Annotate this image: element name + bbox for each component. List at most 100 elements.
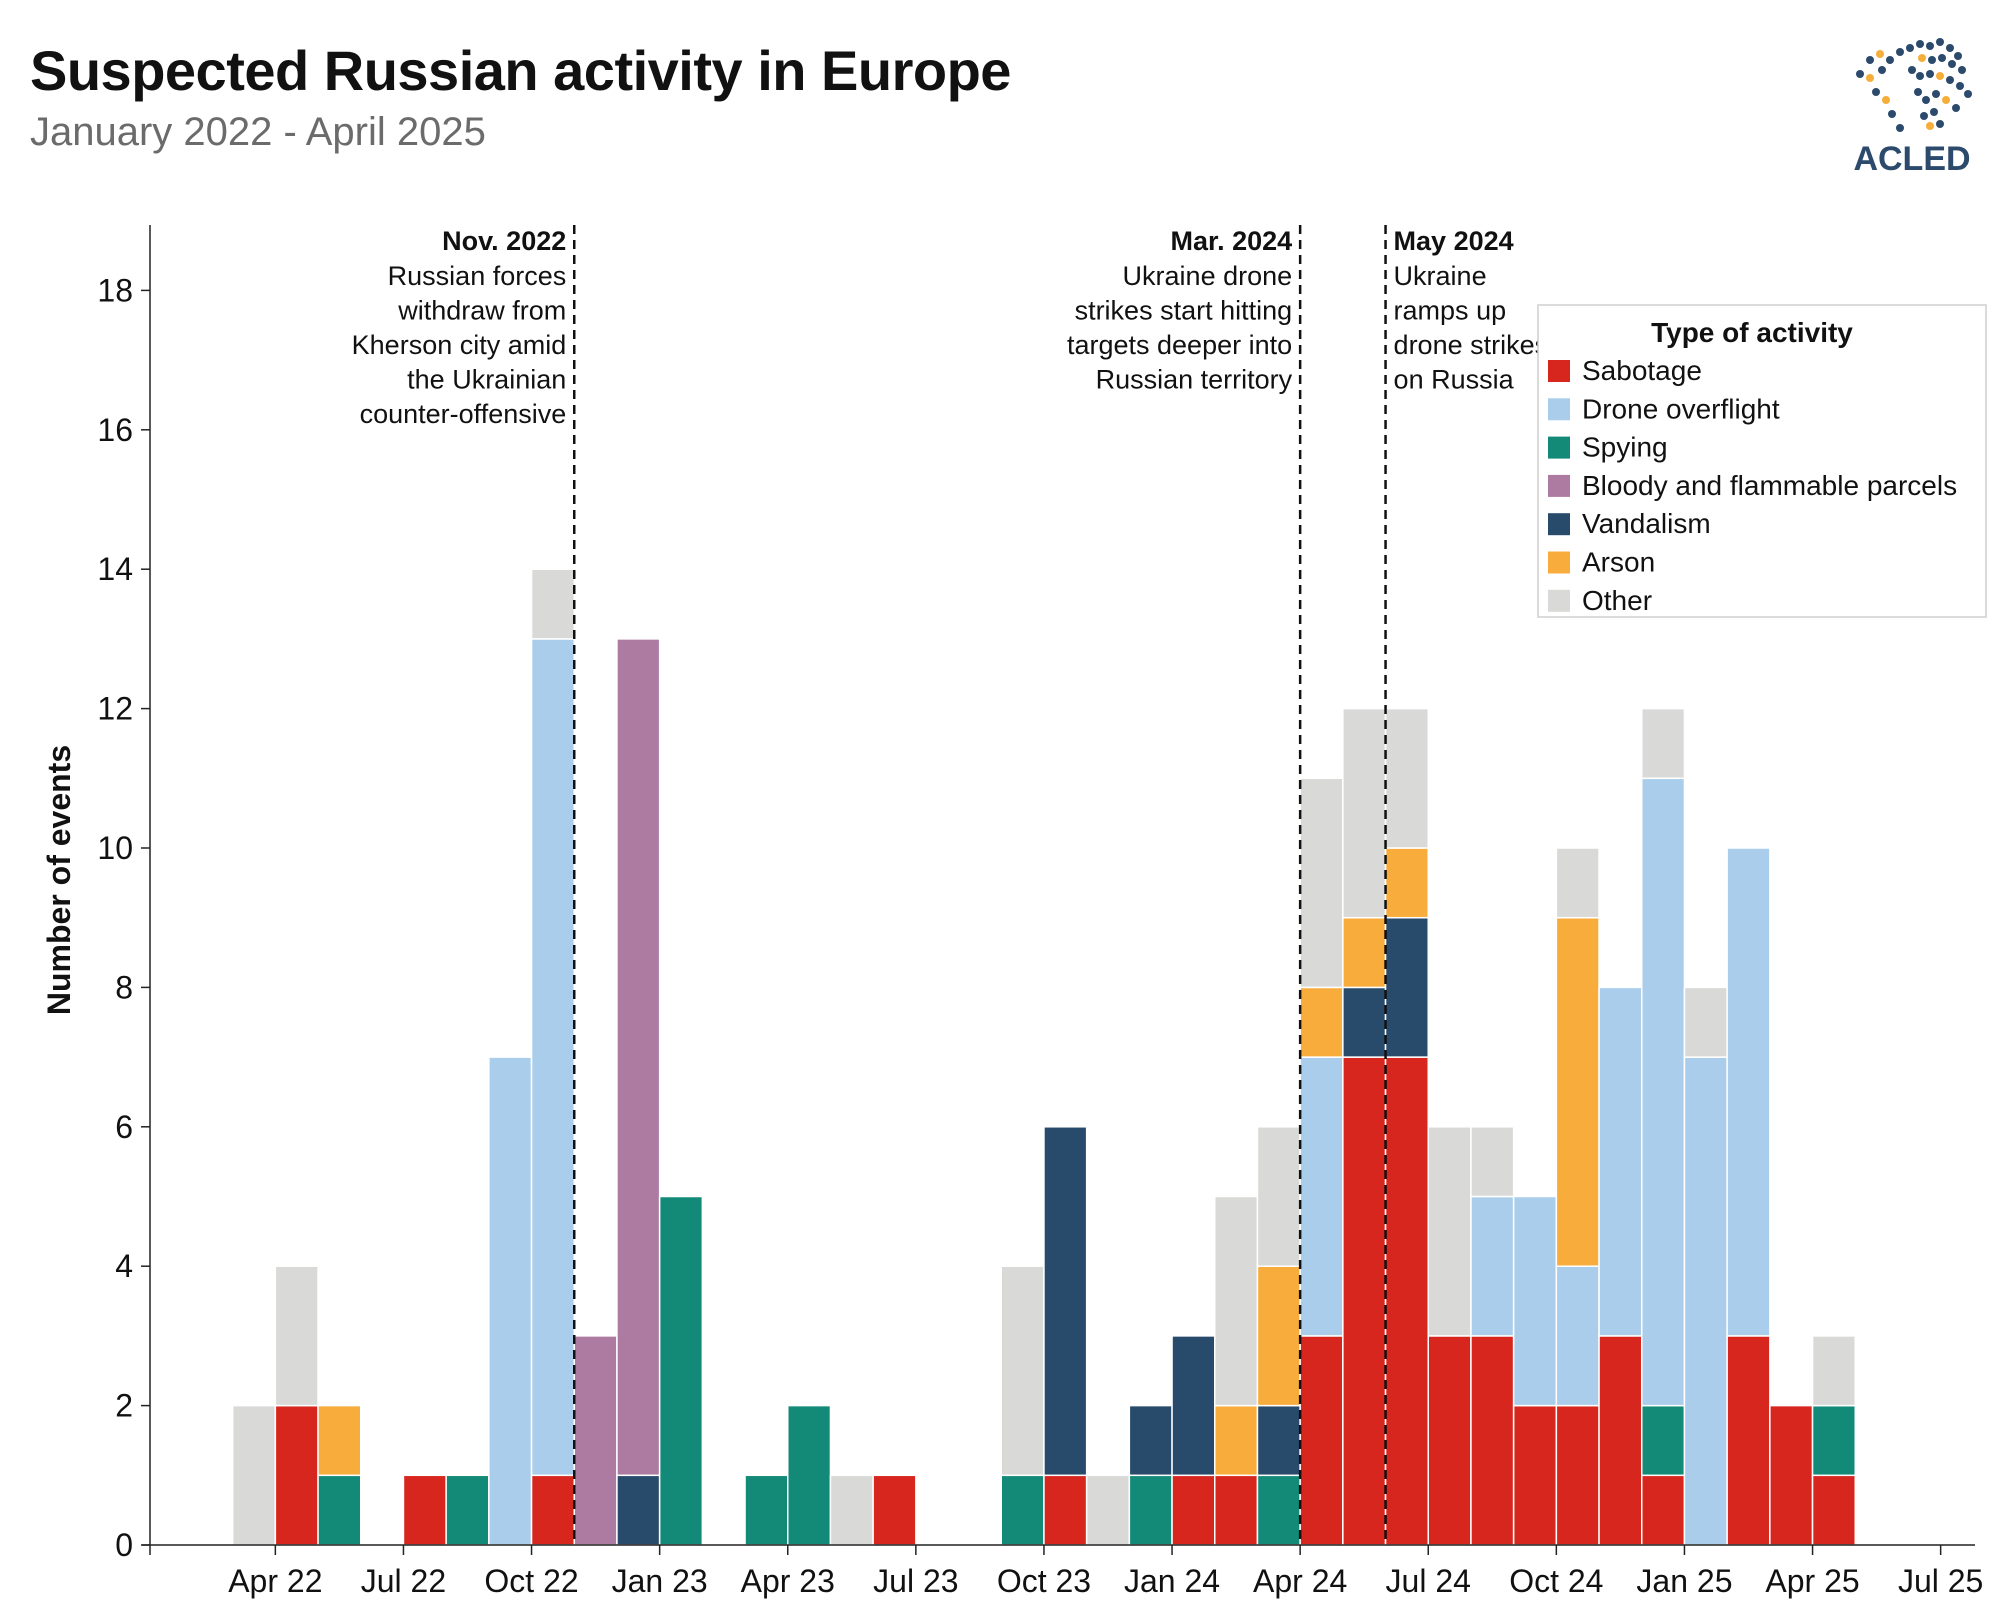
legend-label: Sabotage <box>1582 355 1702 386</box>
y-tick-label: 18 <box>97 272 133 308</box>
annotation-text: Ukraine <box>1394 261 1487 291</box>
chart-title: Suspected Russian activity in Europe <box>30 39 1011 102</box>
x-tick-label: Apr 23 <box>741 1563 835 1599</box>
annotations-layer: Nov. 2022 Russian forces withdraw from Kher… <box>352 225 1548 1545</box>
bar-segment-other <box>1384 707 1430 849</box>
bar-segment-other <box>1427 1126 1472 1337</box>
legend-label: Bloody and flammable parcels <box>1582 470 1957 501</box>
annotation-text: drone strikes <box>1394 330 1549 360</box>
y-tick-label: 0 <box>115 1527 133 1563</box>
x-tick-label: Apr 24 <box>1253 1563 1347 1599</box>
x-tick-label: Jan 23 <box>612 1563 708 1599</box>
bar-segment-sabotage <box>1043 1474 1088 1546</box>
bar-segment-other <box>1470 1126 1515 1198</box>
bar-segment-spying <box>445 1474 490 1546</box>
y-tick-label: 14 <box>97 551 133 587</box>
bar-segment-drone-overflight <box>488 1056 533 1546</box>
bar-segment-sabotage <box>1384 1056 1430 1546</box>
bar-segment-other <box>1342 707 1387 919</box>
bar-segment-vandalism <box>1128 1404 1173 1477</box>
bar-segment-sabotage <box>1555 1404 1600 1546</box>
y-tick-label: 8 <box>115 969 133 1005</box>
bar-segment-other <box>1555 847 1600 919</box>
bar-segment-vandalism <box>1342 986 1387 1058</box>
legend-label: Vandalism <box>1582 508 1711 539</box>
bar-segment-sabotage <box>1598 1335 1643 1546</box>
bar-segment-vandalism <box>616 1474 661 1546</box>
bar-segment-spying <box>317 1474 362 1546</box>
bar-segment-arson <box>1555 916 1600 1267</box>
bar-segment-other <box>1000 1265 1045 1477</box>
bar-segment-drone-overflight <box>1470 1195 1515 1337</box>
legend-swatch <box>1548 360 1570 382</box>
bar-segment-other <box>829 1474 874 1546</box>
annotation-text: on Russia <box>1394 365 1515 395</box>
acled-logo: ACLED <box>1853 38 1972 178</box>
bar-segment-other <box>530 568 575 640</box>
bar-segment-vandalism <box>1256 1404 1301 1477</box>
y-tick-label: 16 <box>97 412 133 448</box>
bar-segment-other <box>231 1404 277 1546</box>
bar-segment-spying <box>744 1474 789 1546</box>
bar-segment-drone-overflight <box>1299 1056 1344 1337</box>
bar-segment-drone-overflight <box>1598 986 1643 1337</box>
legend: Type of activity Sabotage Drone overflight… <box>1537 304 1987 618</box>
x-tick-label: Apr 22 <box>228 1563 322 1599</box>
annotation-text: ramps up <box>1394 296 1507 326</box>
bar-segment-spying <box>1256 1474 1301 1546</box>
bar-segment-sabotage <box>872 1474 917 1546</box>
bar-segment-other <box>1299 777 1344 989</box>
annotation-text: Kherson city amid <box>352 330 567 360</box>
bar-segment-other <box>1256 1126 1301 1267</box>
axes-layer: 0 2 4 6 8 10 12 14 16 18 Apr 22 Jul 22 Oct 22 Jan 23… <box>41 225 1983 1599</box>
bar-segment-other <box>1085 1474 1131 1546</box>
bar-segment-spying <box>1128 1474 1173 1546</box>
legend-swatch <box>1548 589 1570 612</box>
bar-segment-spying <box>658 1195 704 1546</box>
bar-segment-sabotage <box>1769 1404 1814 1546</box>
bar-segment-other <box>1214 1195 1259 1407</box>
bar-segment-sabotage <box>1299 1335 1344 1546</box>
bar-segment-spying <box>787 1404 832 1546</box>
bar-segment-other <box>1641 707 1686 780</box>
bar-segment-drone-overflight <box>1726 847 1771 1337</box>
y-tick-label: 10 <box>97 830 133 866</box>
x-tick-label: Jul 24 <box>1386 1563 1471 1599</box>
bar-segment-sabotage <box>1811 1474 1857 1546</box>
y-tick-label: 12 <box>97 691 133 727</box>
x-tick-label: Oct 22 <box>484 1563 578 1599</box>
legend-swatch <box>1548 551 1570 574</box>
legend-box <box>1537 304 1987 618</box>
x-tick-label: Oct 24 <box>1509 1563 1603 1599</box>
bar-segment-vandalism <box>1171 1335 1216 1477</box>
bar-segment-arson <box>1299 986 1344 1058</box>
annotation-date: May 2024 <box>1394 226 1514 256</box>
bar-segment-drone-overflight <box>1641 777 1686 1407</box>
annotation-text: counter-offensive <box>360 399 567 429</box>
annotation-text: targets deeper into <box>1067 330 1292 360</box>
legend-label: Other <box>1582 585 1652 616</box>
y-tick-label: 6 <box>115 1109 133 1145</box>
x-tick-label: Oct 23 <box>997 1563 1091 1599</box>
legend-title: Type of activity <box>1651 317 1853 348</box>
bar-segment-vandalism <box>1384 916 1430 1058</box>
x-tick-label: Jul 25 <box>1898 1563 1983 1599</box>
legend-swatch <box>1548 474 1570 497</box>
x-ticks: Apr 22 Jul 22 Oct 22 Jan 23 Apr 23 Jul 23 Oct … <box>149 1545 1983 1599</box>
y-tick-label: 2 <box>115 1388 133 1424</box>
annotation-text: strikes start hitting <box>1075 296 1293 326</box>
annotation-text: Russian forces <box>388 261 567 291</box>
x-tick-label: Jul 23 <box>873 1563 958 1599</box>
x-tick-label: Apr 25 <box>1765 1563 1859 1599</box>
x-tick-label: Jan 24 <box>1124 1563 1220 1599</box>
bar-segment-sabotage <box>1171 1474 1216 1546</box>
bar-segment-arson <box>1384 847 1430 919</box>
legend-label: Spying <box>1582 432 1668 463</box>
bars-layer <box>231 568 1857 1546</box>
bar-segment-other <box>1811 1335 1857 1407</box>
bar-segment-arson <box>1214 1404 1259 1477</box>
bar-segment-spying <box>1811 1404 1857 1477</box>
bar-segment-sabotage <box>1470 1335 1515 1546</box>
legend-label: Arson <box>1582 547 1655 578</box>
bar-segment-sabotage <box>1726 1335 1771 1546</box>
